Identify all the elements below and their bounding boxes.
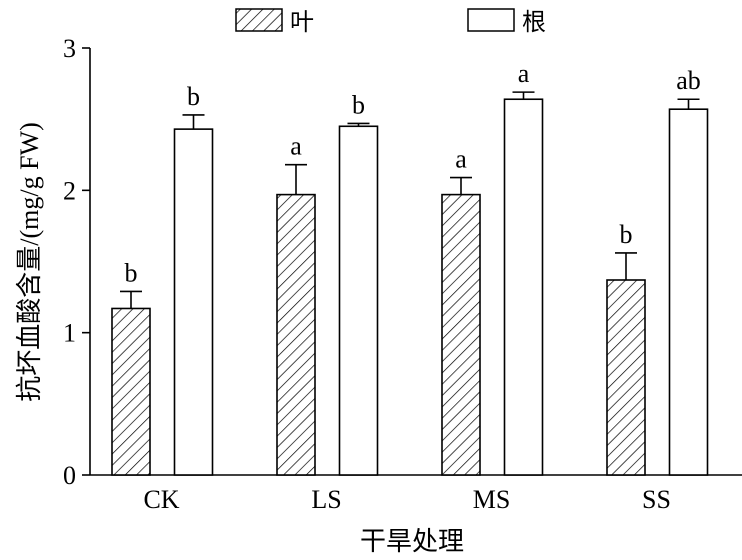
legend-label-leaf: 叶 (290, 10, 314, 36)
bar-leaf-ss (606, 279, 646, 476)
x-tick-label: SS (642, 485, 671, 514)
legend: 叶 根 (235, 8, 546, 36)
bar-root-ss (668, 108, 709, 476)
x-axis-title: 干旱处理 (360, 527, 464, 556)
y-axis-title: 抗坏血酸含量/(mg/g FW) (15, 122, 44, 402)
significance-label: a (518, 59, 530, 88)
y-tick-label: 1 (63, 319, 76, 348)
legend-swatch-root (467, 8, 515, 32)
significance-label: b (352, 90, 365, 119)
x-tick-label: LS (311, 485, 341, 514)
y-tick-label: 2 (63, 176, 76, 205)
y-tick-label: 0 (63, 461, 76, 490)
x-tick-label: CK (143, 485, 179, 514)
bar-root-ms (503, 98, 544, 476)
significance-label: b (125, 258, 138, 287)
bar-leaf-ls (276, 193, 316, 476)
legend-swatch-leaf (235, 8, 283, 32)
x-axis: CK LS MS SS (90, 474, 742, 514)
bar-root-ls (338, 125, 379, 476)
y-tick-label: 3 (63, 34, 76, 63)
significance-label: a (455, 145, 467, 174)
significance-label: b (620, 220, 633, 249)
bar-leaf-ms (441, 193, 481, 476)
significance-label: a (290, 132, 302, 161)
y-axis: 0 1 2 3 (63, 34, 91, 490)
significance-label: ab (676, 66, 701, 95)
significance-label: b (187, 82, 200, 111)
legend-label-root: 根 (522, 9, 546, 36)
bar-leaf-ck (111, 307, 151, 476)
bar-root-ck (173, 128, 214, 476)
x-tick-label: MS (473, 485, 511, 514)
